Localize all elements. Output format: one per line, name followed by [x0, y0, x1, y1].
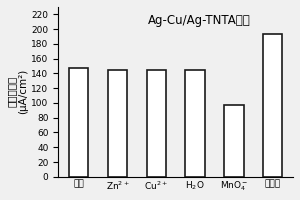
Text: Ag-Cu/Ag-TNTA电极: Ag-Cu/Ag-TNTA电极: [148, 14, 250, 27]
Bar: [147, 70, 166, 177]
Bar: [185, 70, 205, 177]
Bar: [69, 68, 88, 177]
Bar: [224, 105, 244, 177]
Y-axis label: 光电流密度
(μA/cm²): 光电流密度 (μA/cm²): [7, 69, 28, 114]
Bar: [108, 70, 127, 177]
Bar: [263, 34, 282, 177]
